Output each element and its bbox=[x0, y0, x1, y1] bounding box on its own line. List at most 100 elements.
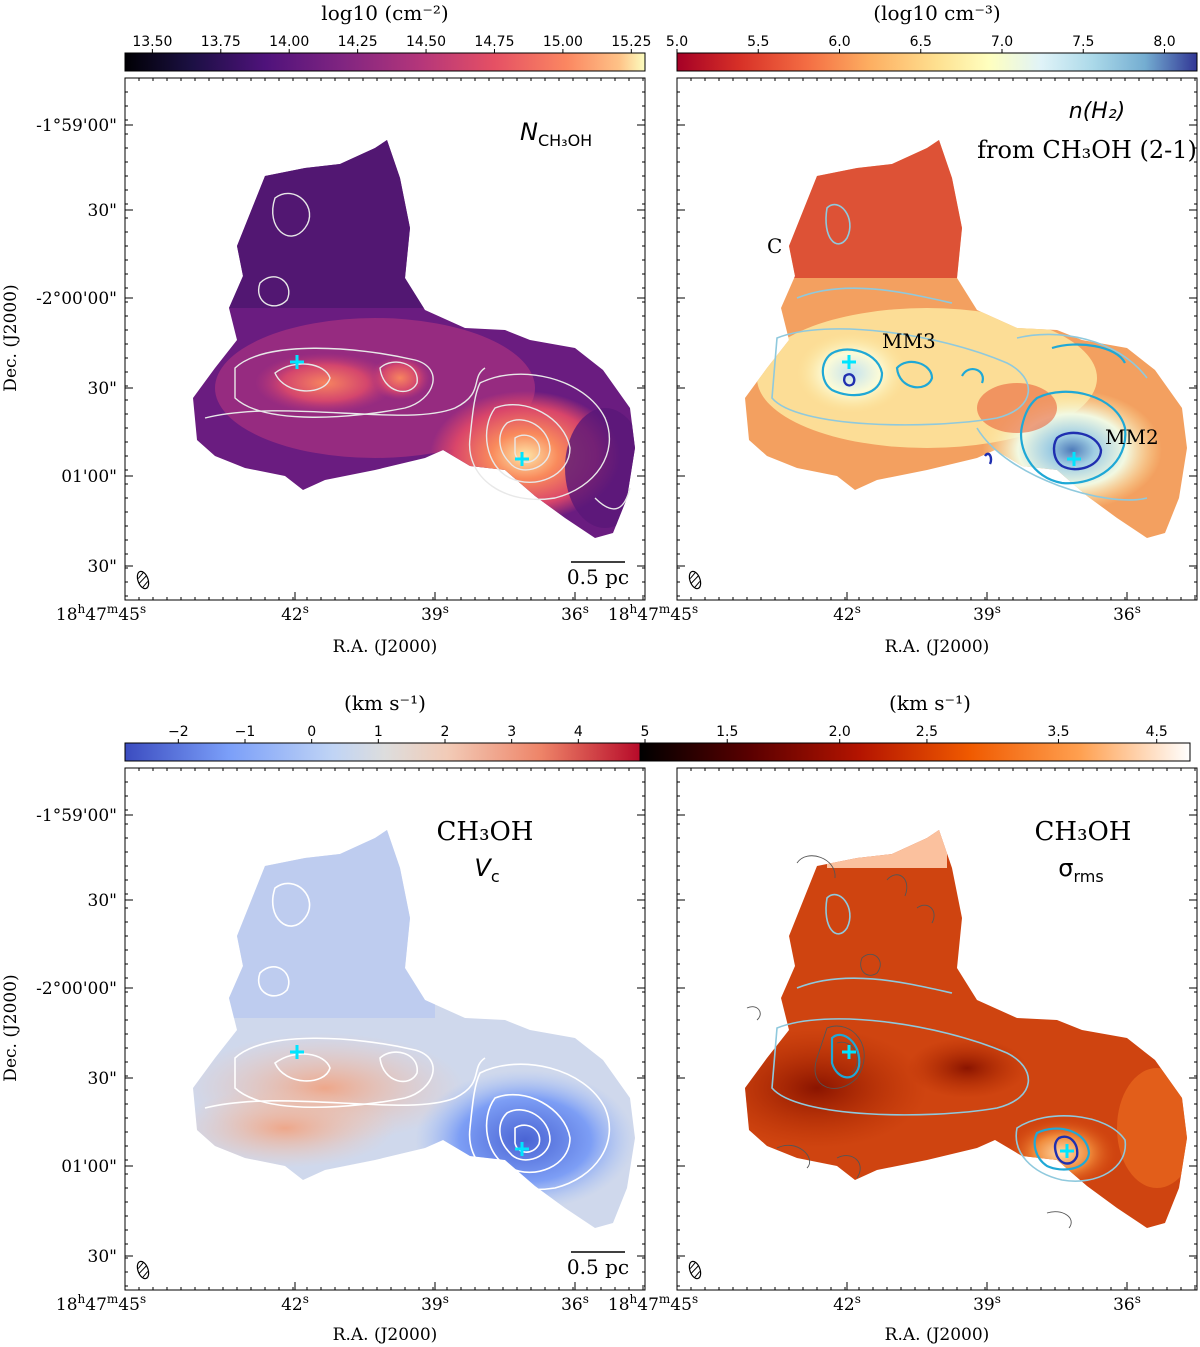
marker-mm3 bbox=[842, 1045, 856, 1059]
ra-tick-label: 42s bbox=[833, 602, 861, 625]
annotation-mm2: MM2 bbox=[1105, 425, 1159, 449]
ra-tick-label: 36s bbox=[561, 602, 589, 625]
contours-light bbox=[771, 203, 1148, 501]
colorbar-tick-label: 6.5 bbox=[910, 34, 932, 50]
ra-tick-label: 39s bbox=[421, 1292, 449, 1315]
ylabel: Dec. (J2000) bbox=[1, 974, 21, 1081]
colorbar-velocity-dispersion: (km s⁻¹) bbox=[639, 691, 1191, 762]
colorbar-tick-label: 5.5 bbox=[747, 34, 769, 50]
colorbar-tick-label: 14.75 bbox=[474, 34, 514, 50]
panel-column-density: NCH₃OH 0.5 pc bbox=[124, 77, 646, 601]
ra-tick-label: 36s bbox=[561, 1292, 589, 1315]
colorbar-tick-label: 14.25 bbox=[338, 34, 378, 50]
colorbar-tick-label: 3.5 bbox=[1047, 724, 1069, 740]
dec-tick-label: 30" bbox=[88, 1069, 117, 1089]
panel-label-line1: CH₃OH bbox=[1035, 817, 1132, 847]
colorbar-tick-label: 7.0 bbox=[991, 34, 1013, 50]
colorbar-tick-label: 4 bbox=[574, 724, 583, 740]
panel-centroid-velocity: CH₃OH Vc 0.5 pc bbox=[124, 767, 646, 1291]
ra-tick-label: 36s bbox=[1113, 1292, 1141, 1315]
contours-mid bbox=[821, 343, 1127, 485]
colorbar-tick-label: 8.0 bbox=[1153, 34, 1175, 50]
dec-tick-label: 30" bbox=[88, 1247, 117, 1267]
marker-mm2 bbox=[515, 1142, 529, 1156]
ra-tick-label: 36s bbox=[1113, 602, 1141, 625]
colorbar-tick-label: −2 bbox=[168, 724, 189, 740]
colorbar-tick-label: 7.5 bbox=[1072, 34, 1094, 50]
beam-ellipse bbox=[688, 570, 702, 590]
dec-tick-label: -1°59'00" bbox=[36, 116, 117, 136]
contours-nch3oh bbox=[204, 882, 611, 1191]
ra-tick-label: 39s bbox=[421, 602, 449, 625]
colorbar-tick-label: 4.5 bbox=[1146, 724, 1168, 740]
ra-tick-label: 18h47m45s bbox=[56, 602, 146, 625]
svg-text:0.5 pc: 0.5 pc bbox=[567, 1255, 629, 1279]
dec-tick-label: -2°00'00" bbox=[36, 289, 117, 309]
colorbar-tick-label: 3 bbox=[507, 724, 516, 740]
colorbar-title: log10 (cm⁻²) bbox=[321, 1, 448, 25]
dec-tick-label: 30" bbox=[88, 379, 117, 399]
contours-mid bbox=[830, 1033, 1091, 1171]
dec-tick-label: 01'00" bbox=[61, 1157, 117, 1177]
xlabel: R.A. (J2000) bbox=[333, 637, 438, 657]
marker-mm2 bbox=[1067, 452, 1081, 466]
contours-light bbox=[771, 893, 1127, 1182]
panel-label-line2: Vc bbox=[474, 854, 499, 886]
colorbar-tick-label: 2.5 bbox=[916, 724, 938, 740]
colorbar-h2-density: (log10 cm⁻³) bbox=[676, 1, 1198, 72]
ylabel: Dec. (J2000) bbox=[1, 284, 21, 391]
panel-label-line2: σrms bbox=[1058, 854, 1103, 886]
colorbar-tick-label: 2 bbox=[441, 724, 450, 740]
beam-ellipse bbox=[688, 1260, 702, 1280]
colorbar-tick-label: 2.0 bbox=[829, 724, 851, 740]
ra-tick-label: 39s bbox=[973, 602, 1001, 625]
dec-tick-label: 30" bbox=[88, 557, 117, 577]
contours-dense bbox=[1053, 1135, 1079, 1165]
annotation-mm3: MM3 bbox=[882, 329, 936, 353]
colorbar-tick-label: 0 bbox=[307, 724, 316, 740]
colorbar-tick-label: 15.00 bbox=[543, 34, 583, 50]
ra-tick-label: 42s bbox=[833, 1292, 861, 1315]
ra-tick-label: 42s bbox=[281, 602, 309, 625]
contours-dense bbox=[843, 373, 1103, 471]
dec-tick-label: -2°00'00" bbox=[36, 979, 117, 999]
marker-mm2 bbox=[515, 452, 529, 466]
annotation-c: C bbox=[767, 234, 782, 258]
colorbar-tick-label: 13.75 bbox=[201, 34, 241, 50]
marker-mm3 bbox=[290, 1045, 304, 1059]
xlabel: R.A. (J2000) bbox=[333, 1325, 438, 1345]
colorbar-tick-label: −1 bbox=[235, 724, 256, 740]
ra-tick-label: 18h47m45s bbox=[56, 1292, 146, 1315]
colorbar-tick-label: 1 bbox=[374, 724, 383, 740]
colorbar-tick-label: 15.25 bbox=[611, 34, 651, 50]
scale-bar: 0.5 pc bbox=[567, 561, 629, 589]
marker-mm3 bbox=[842, 355, 856, 369]
xlabel: R.A. (J2000) bbox=[885, 1325, 990, 1345]
dec-tick-label: 30" bbox=[88, 891, 117, 911]
dec-tick-label: 01'00" bbox=[61, 467, 117, 487]
panel-label-line1: CH₃OH bbox=[437, 817, 534, 847]
ra-tick-label: 18h47m45s bbox=[608, 602, 698, 625]
xlabel: R.A. (J2000) bbox=[885, 637, 990, 657]
panel-label-line2: from CH₃OH (2-1) bbox=[977, 136, 1197, 164]
ra-tick-label: 42s bbox=[281, 1292, 309, 1315]
colorbar-title: (km s⁻¹) bbox=[344, 691, 426, 715]
colorbar-column-density: log10 (cm⁻²) bbox=[124, 1, 646, 72]
colorbar-tick-label: 13.50 bbox=[132, 34, 172, 50]
panel-h2-density: n(H₂) from CH₃OH (2-1) C MM3 MM2 bbox=[676, 77, 1198, 601]
ra-tick-label: 39s bbox=[973, 1292, 1001, 1315]
panel-label-line1: n(H₂) bbox=[1069, 99, 1125, 124]
scale-bar: 0.5 pc bbox=[567, 1251, 629, 1279]
panel-label-nch3oh: NCH₃OH bbox=[520, 118, 592, 150]
contours-gray bbox=[746, 855, 1072, 1229]
colorbar-centroid-velocity: (km s⁻¹) bbox=[124, 691, 646, 762]
colorbar-title: (km s⁻¹) bbox=[889, 691, 971, 715]
colorbar-tick-label: 5 bbox=[641, 724, 650, 740]
colorbar-tick-label: 5.0 bbox=[666, 34, 688, 50]
dec-tick-label: 30" bbox=[88, 201, 117, 221]
marker-mm3 bbox=[290, 355, 304, 369]
colorbar-title: (log10 cm⁻³) bbox=[873, 1, 1000, 25]
colorbar-tick-label: 14.00 bbox=[269, 34, 309, 50]
beam-ellipse bbox=[136, 570, 150, 590]
